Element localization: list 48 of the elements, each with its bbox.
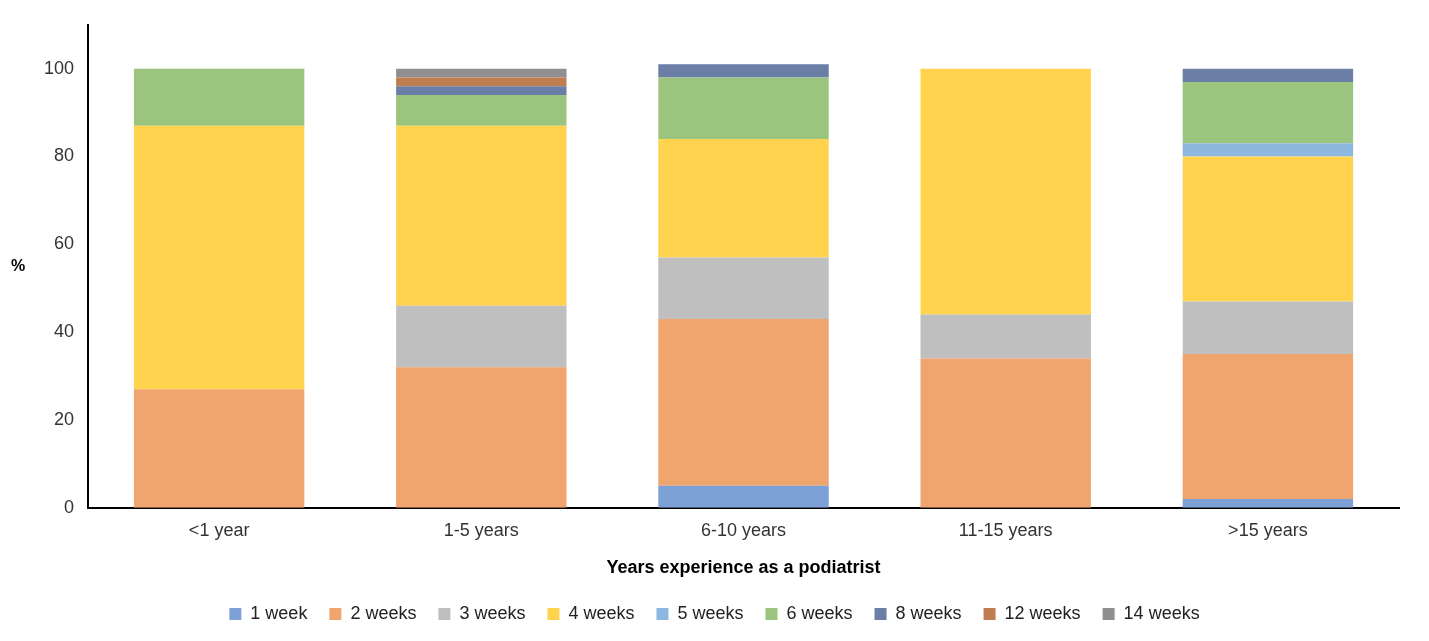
bar [658,318,829,486]
legend-label: 3 weeks [459,602,526,623]
x-tick-label: >15 years [1228,519,1308,540]
y-tick-label: 60 [54,233,75,254]
bar [920,314,1091,359]
x-tick-label: 1-5 years [443,519,519,540]
bar [1182,499,1354,508]
x-tick-label: 6-10 years [700,519,787,540]
y-tick-label: 20 [54,408,75,429]
bar [1182,301,1354,355]
bar [658,138,829,258]
bar [1182,156,1354,302]
x-tick-label: 11-15 years [958,519,1053,540]
bar [396,86,567,96]
legend-label: 8 weeks [895,602,962,623]
legend-label: 14 weeks [1123,602,1200,623]
bar [396,367,567,508]
bar [1182,81,1354,144]
bar [1182,354,1354,500]
legend-label: 4 weeks [568,602,635,623]
bar [1182,143,1354,157]
legend-label: 5 weeks [677,602,744,623]
bar [133,389,305,508]
legend-label: 6 weeks [786,602,853,623]
y-tick-label: 100 [43,57,75,78]
y-tick-label: 80 [54,145,75,166]
bar [1182,68,1354,82]
y-tick-label: 40 [54,321,75,342]
bar [658,64,829,78]
x-axis-title: Years experience as a podiatrist [606,557,881,578]
bar [658,257,829,319]
bar [920,68,1091,315]
bar [133,125,305,390]
bar [396,125,567,306]
bar [920,358,1091,508]
legend-label: 1 week [250,602,309,623]
bar [658,485,829,508]
bar [133,68,305,126]
legend-label: 2 weeks [350,602,417,623]
bar [396,305,567,368]
bar [396,77,567,87]
bar [396,95,567,126]
y-tick-label: 0 [64,496,75,517]
bar [658,77,829,139]
legend-label: 12 weeks [1004,602,1081,623]
y-axis-title: % [10,256,26,274]
bar [396,68,567,78]
x-tick-label: <1 year [188,519,250,540]
